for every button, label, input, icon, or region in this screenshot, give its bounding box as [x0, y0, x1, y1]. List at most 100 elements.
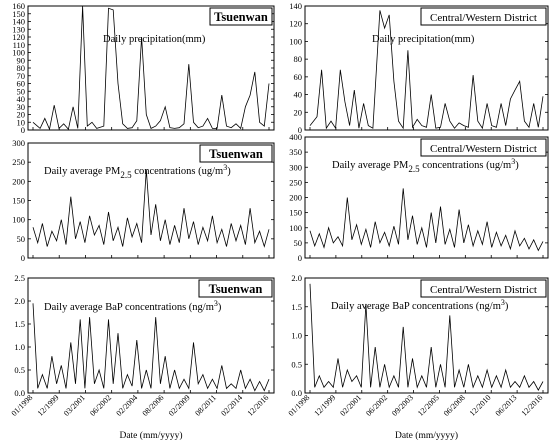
y-tick-label: 2.5	[14, 273, 25, 283]
y-tick-label: 100	[12, 48, 25, 58]
y-tick-label: 0	[298, 125, 302, 135]
panel-annotation: Daily average BaP concentrations (ng/m3)	[44, 299, 222, 313]
y-tick-label: 60	[294, 72, 303, 82]
x-tick-label: 06/2002	[364, 393, 389, 418]
y-tick-label: 50	[17, 86, 26, 96]
y-tick-label: 140	[12, 17, 25, 27]
x-axis-label: Date (mm/yyyy)	[119, 430, 182, 441]
series-line	[309, 10, 544, 130]
y-tick-label: 300	[289, 162, 302, 172]
y-tick-label: 50	[294, 238, 303, 248]
y-tick-label: 1.5	[291, 302, 302, 312]
y-tick-label: 10	[17, 117, 26, 127]
y-tick-label: 2.0	[291, 273, 302, 283]
y-tick-label: 0.5	[291, 359, 302, 369]
y-tick-label: 150	[12, 9, 25, 19]
y-tick-label: 20	[17, 110, 26, 120]
x-tick-label: 02/2014	[219, 393, 244, 418]
y-tick-label: 100	[289, 223, 302, 233]
y-tick-label: 0	[21, 125, 25, 135]
y-tick-label: 120	[289, 19, 302, 29]
y-tick-label: 20	[294, 107, 303, 117]
y-tick-label: 200	[12, 176, 25, 186]
y-tick-label: 0.5	[14, 365, 25, 375]
y-tick-label: 1.0	[291, 331, 302, 341]
series-line	[309, 188, 544, 252]
station-tag-box	[198, 279, 273, 298]
x-tick-label: 06/2013	[494, 393, 519, 418]
x-tick-label: 08/2006	[141, 393, 166, 418]
y-tick-label: 80	[294, 54, 303, 64]
station-tag: Tsuenwan	[209, 147, 263, 161]
y-tick-label: 30	[17, 102, 26, 112]
y-tick-label: 0.0	[14, 388, 25, 398]
series-line	[32, 169, 270, 248]
panel-annotation: Daily precipitation(mm)	[372, 34, 475, 45]
x-tick-label: 12/2016	[519, 393, 544, 418]
y-tick-label: 400	[289, 132, 302, 142]
station-tag-box	[420, 279, 547, 298]
y-tick-label: 90	[17, 55, 26, 65]
station-tag: Tsuenwan	[214, 10, 268, 24]
x-tick-label: 12/2016	[245, 393, 270, 418]
chart-panel-1: 0102030405060708090100110120130140150160…	[12, 1, 275, 135]
chart-panel-3: 0 50 100 150 200 250 300 Tsuenwan Daily average …	[12, 138, 275, 263]
y-tick-label: 150	[12, 196, 25, 206]
y-tick-label: 350	[289, 147, 302, 157]
station-tag-box	[199, 144, 273, 163]
series-line	[32, 303, 270, 392]
y-tick-label: 60	[17, 79, 26, 89]
x-tick-label: 08/2011	[193, 393, 218, 418]
y-tick-label: 150	[289, 208, 302, 218]
y-tick-label: 110	[13, 40, 25, 50]
y-tick-label: 70	[17, 71, 26, 81]
station-tag: Central/Western District	[430, 143, 537, 155]
panel-annotation: Daily average PM2.5 concentrations (ug/m…	[332, 157, 519, 174]
y-tick-label: 50	[17, 234, 26, 244]
x-tick-label: 06/2002	[88, 393, 113, 418]
station-tag-box	[420, 7, 547, 26]
x-tick-label: 03/2001	[62, 393, 87, 418]
x-tick-label: 02/2001	[338, 393, 363, 418]
panel-annotation: Daily average BaP concentrations (ng/m3)	[331, 298, 509, 312]
x-tick-label: 09/2003	[390, 393, 415, 418]
x-axis-label: Date (mm/yyyy)	[395, 430, 458, 441]
y-tick-label: 300	[12, 138, 25, 148]
station-tag-box	[420, 138, 547, 157]
x-tick-label: 12/2005	[416, 393, 441, 418]
y-tick-label: 40	[17, 94, 26, 104]
y-tick-label: 100	[12, 215, 25, 225]
y-tick-label: 40	[294, 90, 303, 100]
y-tick-label: 140	[289, 1, 302, 11]
y-tick-label: 2.0	[14, 296, 25, 306]
chart-panel-2: 0 20 40 60 80 100 120 140 Central/Western Distri…	[289, 1, 549, 135]
y-tick-label: 0	[21, 253, 25, 263]
y-tick-label: 250	[289, 177, 302, 187]
panel-annotation: Daily precipitation(mm)	[103, 34, 206, 45]
plot-frame	[304, 5, 549, 131]
station-tag-box	[209, 7, 273, 26]
y-tick-label: 0.0	[291, 388, 302, 398]
x-tick-label: 12/1999	[312, 393, 337, 418]
chart-panel-6: 0.00.51.01.52.001/1998 12/1999 02/2001 06/2…	[286, 273, 549, 441]
y-tick-label: 120	[12, 32, 25, 42]
y-tick-label: 160	[12, 1, 25, 11]
x-tick-label: 06/2008	[442, 393, 467, 418]
y-tick-label: 100	[289, 36, 302, 46]
y-tick-label: 250	[12, 157, 25, 167]
x-tick-label: 02/2009	[167, 393, 192, 418]
station-tag: Tsuenwan	[209, 282, 263, 296]
y-tick-label: 1.5	[14, 319, 25, 329]
y-tick-label: 1.0	[14, 342, 25, 352]
station-tag: Central/Western District	[430, 284, 537, 296]
x-tick-label: 02/2004	[114, 393, 139, 418]
y-tick-label: 130	[12, 24, 25, 34]
y-tick-label: 80	[17, 63, 26, 73]
x-tick-label: 12/2010	[468, 393, 493, 418]
series-line	[32, 5, 270, 131]
chart-panel-4: 0 50 100 150 200 250 300 350 400 Central/Western …	[289, 132, 549, 263]
y-tick-label: 0	[298, 253, 302, 263]
y-tick-label: 200	[289, 193, 302, 203]
x-tick-label: 12/1999	[36, 393, 61, 418]
